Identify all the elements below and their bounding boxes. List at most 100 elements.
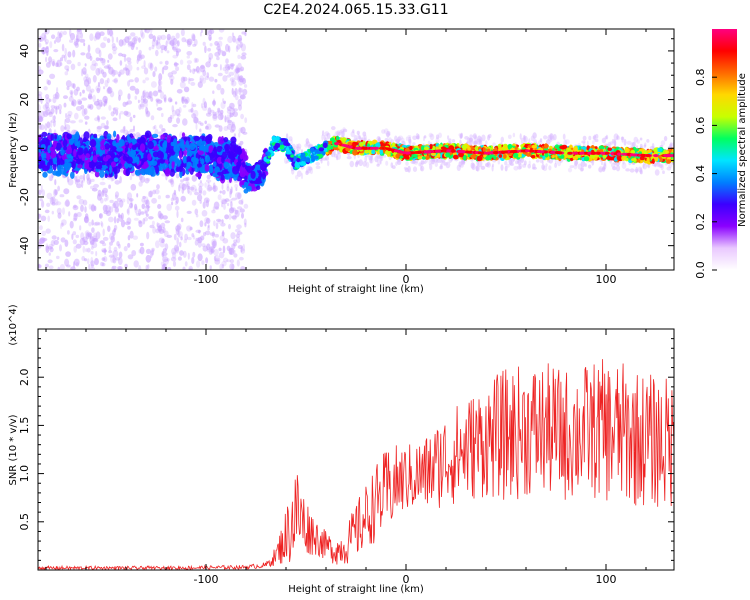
spectrogram-noise-point bbox=[202, 41, 206, 46]
spectrogram-noise-point bbox=[186, 183, 189, 190]
spectrogram-noise-point bbox=[42, 104, 48, 110]
spectrogram-band-point bbox=[170, 141, 175, 147]
spectrogram-noise-point bbox=[198, 121, 202, 125]
spectrogram-halo-point bbox=[621, 136, 624, 143]
spectrogram-noise-point bbox=[230, 232, 236, 240]
spectrogram-noise-point bbox=[110, 255, 116, 263]
spectrogram-noise-point bbox=[41, 230, 47, 236]
spectrogram-halo-point bbox=[646, 139, 650, 143]
spectrogram-noise-point bbox=[138, 52, 142, 59]
spectrogram-noise-point bbox=[100, 122, 106, 128]
spectrogram-noise-point bbox=[186, 210, 192, 214]
spectrogram-noise-point bbox=[76, 106, 82, 111]
spectrogram-halo-point bbox=[595, 133, 599, 139]
spectrogram-noise-point bbox=[200, 64, 205, 70]
spectrogram-noise-point bbox=[148, 46, 152, 51]
spectrogram-noise-point bbox=[212, 240, 217, 248]
spectrogram-noise-point bbox=[114, 180, 121, 185]
spectrogram-noise-point bbox=[73, 41, 79, 46]
spectrogram-noise-point bbox=[52, 115, 56, 120]
spectrogram-noise-point bbox=[92, 94, 96, 103]
spectrogram-noise-point bbox=[111, 42, 116, 49]
spectrogram-noise-point bbox=[55, 62, 59, 68]
spectrogram-noise-point bbox=[83, 216, 89, 223]
spectrogram-band-point bbox=[54, 134, 58, 140]
spectrogram-noise-point bbox=[146, 177, 151, 182]
spectrogram-noise-point bbox=[207, 224, 210, 228]
spectrogram-noise-point bbox=[104, 197, 107, 202]
spectrogram-noise-point bbox=[231, 122, 234, 126]
spectrogram-halo-point bbox=[642, 163, 645, 169]
spectrogram-band-point bbox=[55, 171, 62, 177]
spectrogram-halo-point bbox=[535, 159, 540, 163]
spectrogram-halo-point bbox=[301, 149, 303, 154]
spectrogram-noise-point bbox=[197, 194, 203, 202]
spectrogram-halo-point bbox=[662, 170, 665, 174]
spectrogram-noise-point bbox=[113, 200, 120, 209]
spectrogram-noise-point bbox=[67, 178, 74, 186]
spectrogram-noise-point bbox=[218, 251, 225, 259]
spectrogram-noise-point bbox=[90, 204, 96, 212]
spectrogram-noise-point bbox=[159, 61, 163, 65]
spectrogram-noise-point bbox=[69, 120, 76, 124]
spectrogram-noise-point bbox=[209, 265, 212, 270]
spectrogram-halo-point bbox=[567, 167, 573, 173]
spectrogram-noise-point bbox=[45, 228, 51, 234]
spectrogram-noise-point bbox=[181, 96, 184, 103]
spectrogram-noise-point bbox=[139, 242, 144, 247]
spectrogram-noise-point bbox=[144, 210, 148, 214]
spectrogram-noise-point bbox=[195, 214, 199, 218]
spectrogram-noise-point bbox=[112, 250, 119, 258]
spectrogram-noise-point bbox=[126, 197, 130, 205]
spectrogram-noise-point bbox=[186, 55, 190, 59]
spectrogram-noise-point bbox=[108, 254, 115, 258]
spectrogram-noise-point bbox=[67, 230, 70, 235]
spectrogram-noise-point bbox=[229, 188, 233, 195]
spectrogram-noise-point bbox=[103, 65, 109, 69]
spectrogram-noise-point bbox=[145, 213, 149, 217]
spectrogram-halo-point bbox=[588, 135, 592, 141]
spectrogram-halo-point bbox=[600, 160, 604, 166]
spectrogram-noise-point bbox=[80, 52, 86, 56]
spectrogram-noise-point bbox=[133, 260, 139, 268]
spectrogram-halo-point bbox=[480, 165, 486, 170]
spectrogram-noise-point bbox=[65, 199, 70, 207]
spectrogram-noise-point bbox=[149, 224, 155, 229]
spectrogram-noise-point bbox=[76, 183, 82, 189]
spectrogram-noise-point bbox=[240, 55, 247, 60]
spectrogram-noise-point bbox=[117, 89, 123, 97]
spectrogram-band-point bbox=[115, 142, 120, 149]
spectrogram-noise-point bbox=[66, 59, 72, 65]
spectrogram-band-point bbox=[261, 171, 266, 180]
spectrogram-noise-point bbox=[175, 173, 180, 179]
spectrogram-noise-point bbox=[91, 227, 95, 233]
spectrogram-noise-point bbox=[100, 261, 104, 267]
spectrogram-noise-point bbox=[55, 106, 58, 115]
spectrogram-noise-point bbox=[136, 58, 139, 65]
spectrogram-noise-point bbox=[166, 50, 170, 54]
spectrogram-noise-point bbox=[221, 264, 225, 269]
spectrogram-halo-point bbox=[654, 169, 660, 176]
spectrogram-noise-point bbox=[152, 71, 156, 78]
spectrogram-noise-point bbox=[82, 89, 85, 94]
spectrogram-noise-point bbox=[190, 107, 194, 113]
spectrogram-halo-point bbox=[362, 131, 367, 137]
spectrogram-noise-point bbox=[206, 248, 212, 253]
spectrogram-noise-point bbox=[117, 71, 122, 77]
spectrogram-noise-point bbox=[238, 76, 243, 81]
spectrogram-noise-point bbox=[239, 256, 244, 261]
spectrogram-noise-point bbox=[127, 235, 131, 241]
spectrogram-noise-point bbox=[48, 265, 54, 270]
spectrogram-noise-point bbox=[38, 123, 42, 130]
spectrogram-noise-point bbox=[172, 37, 178, 46]
spectrogram-noise-point bbox=[138, 181, 143, 187]
spectrogram-noise-point bbox=[229, 263, 235, 270]
spectrogram-noise-point bbox=[62, 207, 65, 215]
spectrogram-noise-point bbox=[135, 46, 138, 50]
spectrogram-noise-point bbox=[213, 249, 219, 256]
spectrogram-noise-point bbox=[234, 72, 240, 81]
spectrogram-noise-point bbox=[150, 115, 155, 121]
spectrogram-noise-point bbox=[38, 91, 43, 96]
spectrogram-noise-point bbox=[159, 213, 164, 220]
spectrogram-noise-point bbox=[175, 50, 179, 57]
